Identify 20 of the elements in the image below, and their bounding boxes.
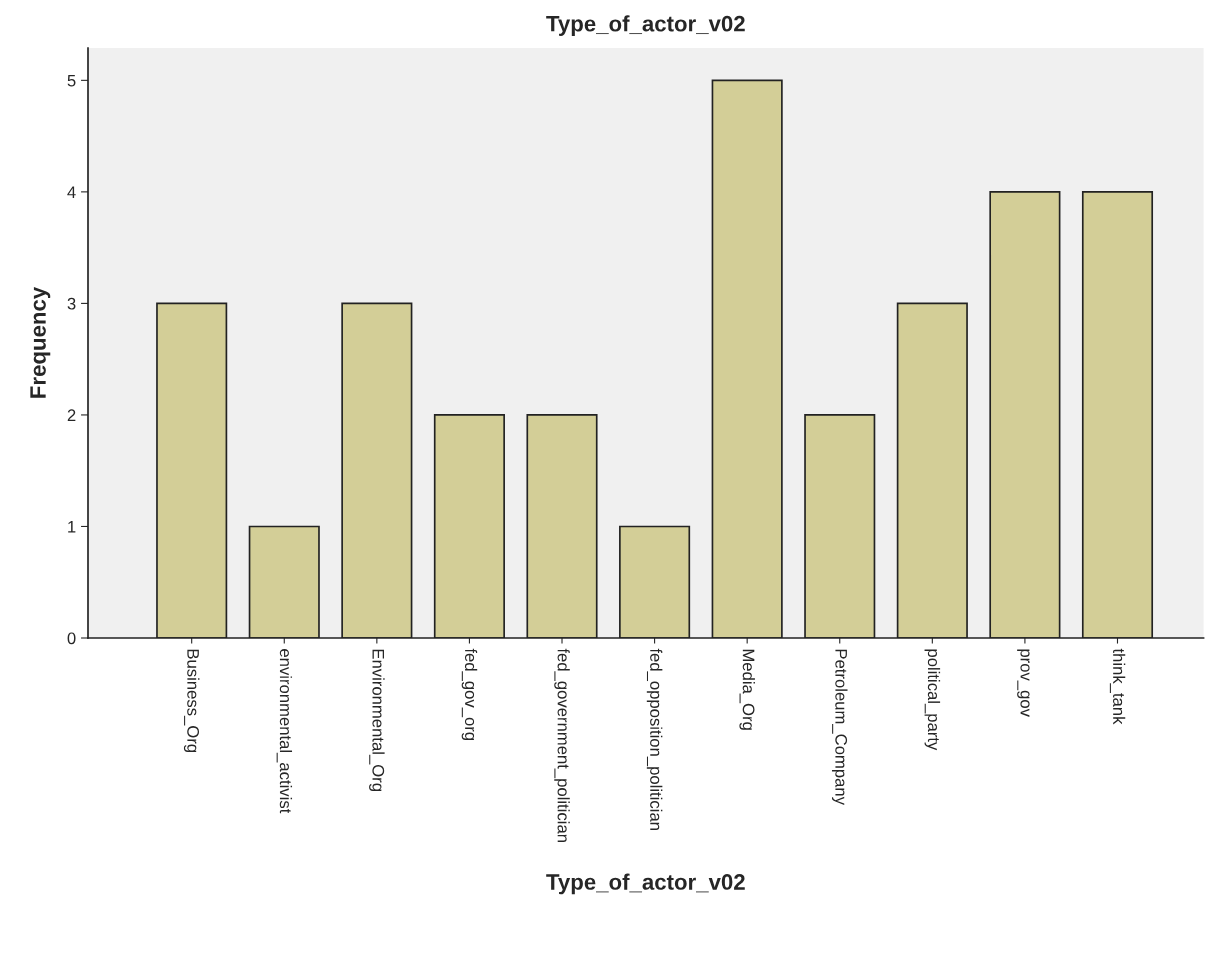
y-tick-label: 2	[67, 409, 76, 421]
x-tick-label: environmental_activist	[276, 649, 293, 814]
y-tick-label: 5	[67, 74, 76, 87]
y-tick-label: 4	[67, 186, 76, 198]
x-axis-title: Type_of_actor_v02	[546, 873, 745, 895]
x-tick-label: fed_government_politician	[554, 648, 570, 842]
x-tick-label: prov_gov	[1017, 649, 1030, 717]
x-tick-label: Business_Org	[183, 649, 200, 753]
x-tick-label: fed_gov_org	[461, 648, 478, 741]
y-tick-label: 0	[67, 632, 76, 645]
chart-title: Type_of_actor_v02	[546, 15, 745, 36]
y-axis-title: Frequency	[30, 286, 51, 398]
x-tick-label: fed_opposition_politician	[646, 648, 663, 830]
x-tick-label: think_tank	[1109, 648, 1126, 725]
x-tick-label: political_party	[924, 649, 941, 751]
y-tick-label: 3	[67, 297, 76, 310]
x-tick-label: Petroleum_Company	[831, 649, 848, 805]
x-tick-label: Environmental_Org	[369, 649, 385, 791]
y-tick-label: 1	[68, 521, 76, 533]
x-tick-label: Media_Org	[739, 649, 755, 730]
